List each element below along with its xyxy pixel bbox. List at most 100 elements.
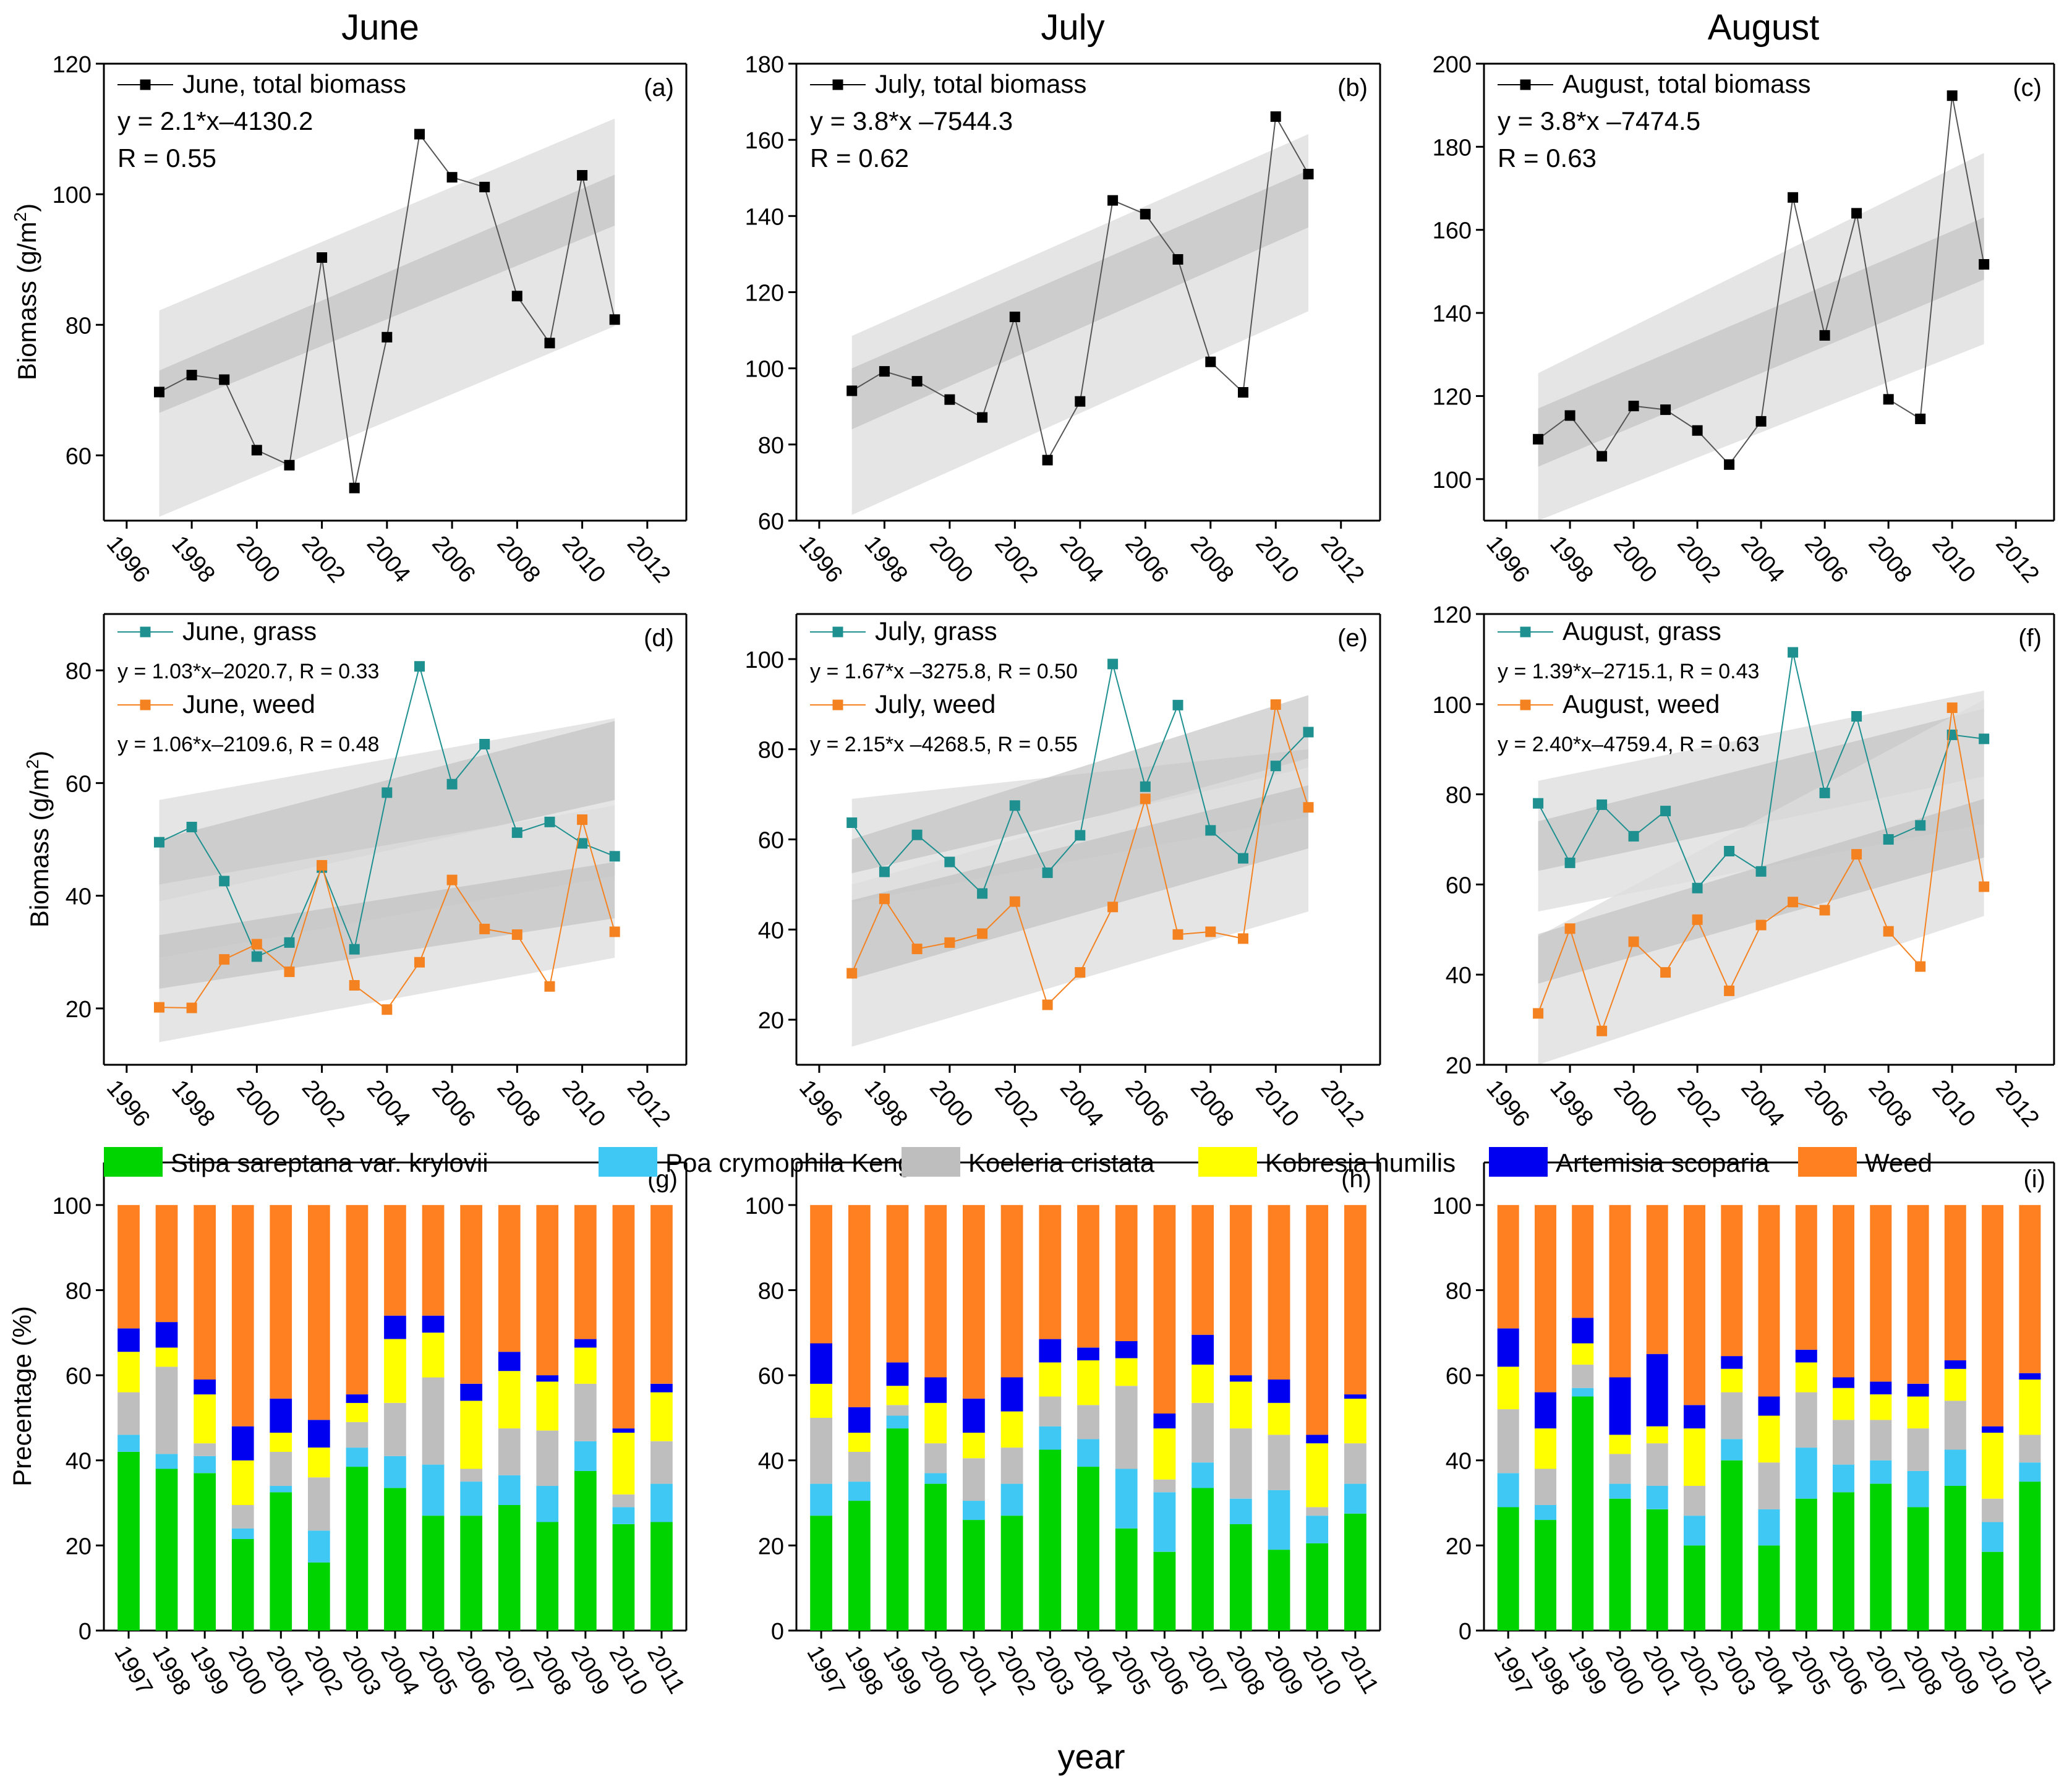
legend-swatch-1 <box>599 1147 657 1177</box>
bar-segment-2003 <box>346 1394 369 1403</box>
bar-segment-1998 <box>155 1469 178 1631</box>
legend-series-name: August, grass <box>1563 616 1721 646</box>
bar-segment-2006 <box>1833 1464 1854 1493</box>
data-point-total-2008 <box>1883 394 1894 405</box>
bar-segment-1999 <box>886 1415 909 1429</box>
bar-segment-2007 <box>498 1428 521 1475</box>
bar-segment-2010 <box>1306 1516 1329 1543</box>
y-tick-label: 100 <box>745 1193 784 1219</box>
bar-segment-2007 <box>1870 1381 1892 1394</box>
confidence-band-weed <box>851 785 1308 979</box>
data-point-grass-2009 <box>544 816 555 827</box>
data-point-total-2007 <box>1851 208 1862 219</box>
y-tick-label: 100 <box>745 357 784 383</box>
y-tick-label: 20 <box>66 997 92 1023</box>
bar-segment-2004 <box>1077 1205 1099 1348</box>
data-point-grass-2005 <box>1107 659 1119 670</box>
data-point-weed-2004 <box>1075 967 1086 978</box>
bar-segment-2006 <box>1153 1479 1176 1493</box>
bar-segment-1997 <box>1497 1473 1519 1508</box>
bar-segment-1999 <box>194 1205 216 1380</box>
bar-segment-2002 <box>308 1477 330 1531</box>
bar-segment-2004 <box>384 1456 406 1488</box>
bar-segment-2007 <box>498 1371 521 1429</box>
bar-segment-1997 <box>1497 1507 1519 1631</box>
data-point-weed-2002 <box>1692 914 1703 925</box>
bar-segment-2007 <box>1192 1334 1214 1365</box>
bar-segment-2004 <box>384 1315 406 1339</box>
bar-segment-2008 <box>536 1522 559 1631</box>
data-point-total-1997 <box>846 385 858 396</box>
bar-segment-2010 <box>612 1507 635 1524</box>
bar-segment-2007 <box>1192 1205 1214 1335</box>
legend-marker-weed <box>832 699 843 710</box>
bar-segment-2002 <box>1000 1483 1023 1516</box>
bar-segment-2006 <box>1833 1492 1854 1631</box>
y-tick-label: 20 <box>1446 1533 1472 1559</box>
data-point-grass-2006 <box>446 778 458 790</box>
data-point-grass-2000 <box>251 951 262 962</box>
data-point-grass-2004 <box>1075 830 1086 841</box>
y-tick-label: 60 <box>1446 1363 1472 1389</box>
panel-label: (h) <box>1341 1166 1371 1193</box>
data-point-grass-2005 <box>414 661 425 672</box>
bar-segment-2011 <box>650 1441 673 1484</box>
bar-segment-2001 <box>963 1520 985 1631</box>
bar-segment-2006 <box>460 1516 482 1631</box>
data-point-grass-2000 <box>944 856 955 868</box>
data-point-total-2002 <box>1009 312 1020 322</box>
correlation-value: R = 0.62 <box>810 143 909 173</box>
bar-segment-2007 <box>1870 1394 1892 1420</box>
data-point-weed-2008 <box>511 929 522 940</box>
legend-label: Poa crymophila Keng <box>665 1148 912 1177</box>
y-tick-label: 80 <box>66 659 92 685</box>
bar-segment-2004 <box>1758 1462 1780 1509</box>
y-tick-label: 100 <box>53 182 92 208</box>
bar-segment-1999 <box>194 1394 216 1444</box>
data-point-total-1997 <box>1533 433 1544 445</box>
legend-marker-weed <box>1520 699 1531 710</box>
bar-segment-2008 <box>1907 1507 1929 1631</box>
y-tick-label: 100 <box>1433 1193 1472 1219</box>
bar-segment-2006 <box>460 1401 482 1469</box>
data-point-grass-2011 <box>1303 727 1314 738</box>
bar-segment-2000 <box>1609 1498 1631 1631</box>
correlation-value: R = 0.63 <box>1498 143 1597 173</box>
bar-segment-2011 <box>650 1383 673 1392</box>
y-tick-label: 60 <box>758 509 784 535</box>
data-point-total-2001 <box>977 412 988 423</box>
bar-segment-2006 <box>1153 1205 1176 1414</box>
data-point-grass-1997 <box>1533 798 1544 809</box>
bar-segment-2001 <box>1646 1443 1668 1486</box>
bar-segment-2004 <box>384 1488 406 1631</box>
data-point-weed-2003 <box>1724 985 1735 996</box>
data-point-total-1999 <box>219 374 230 385</box>
bar-segment-2008 <box>1907 1470 1929 1508</box>
data-point-total-2005 <box>1788 192 1799 203</box>
bar-segment-2011 <box>2019 1205 2041 1373</box>
bar-segment-2001 <box>1646 1486 1668 1509</box>
legend-swatch-2 <box>902 1147 960 1177</box>
data-point-total-2011 <box>1303 169 1314 180</box>
bar-segment-1999 <box>1572 1396 1594 1631</box>
bar-segment-2005 <box>1795 1362 1817 1392</box>
bar-segment-2005 <box>1795 1392 1817 1448</box>
bar-segment-2002 <box>308 1530 330 1563</box>
data-point-weed-2009 <box>544 981 555 992</box>
data-point-weed-1997 <box>846 968 858 979</box>
bar-segment-2004 <box>1077 1347 1099 1360</box>
data-point-weed-2007 <box>1851 849 1862 860</box>
bar-segment-2000 <box>1609 1377 1631 1435</box>
bar-segment-2011 <box>1344 1483 1366 1514</box>
bar-segment-2000 <box>231 1205 254 1427</box>
bar-segment-2002 <box>1684 1428 1705 1486</box>
data-point-weed-2005 <box>1107 902 1119 913</box>
y-tick-label: 40 <box>66 884 92 910</box>
bar-segment-2004 <box>1758 1509 1780 1546</box>
bar-segment-1999 <box>1572 1205 1594 1318</box>
bar-segment-2009 <box>574 1205 597 1339</box>
bar-segment-2010 <box>1306 1435 1329 1444</box>
data-point-total-2002 <box>317 252 328 263</box>
y-tick-label: 0 <box>771 1619 784 1645</box>
